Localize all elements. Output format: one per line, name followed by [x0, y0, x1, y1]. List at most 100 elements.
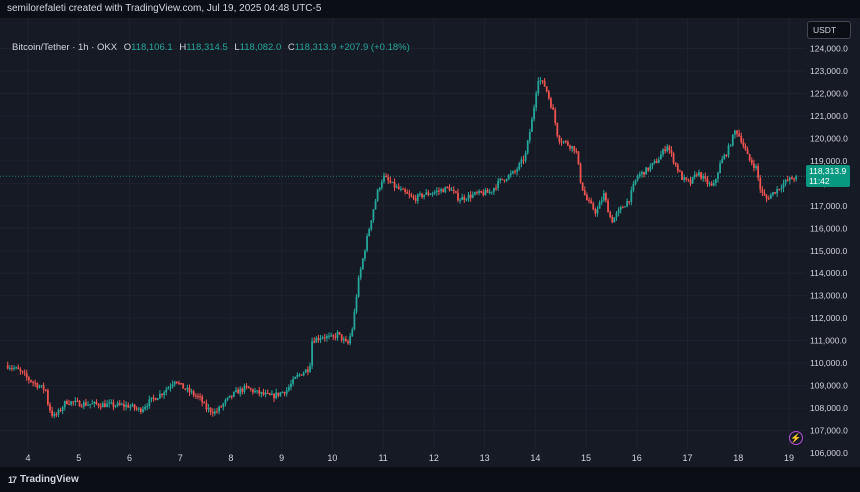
candle-body	[495, 188, 497, 190]
time-tick-label: 13	[480, 453, 490, 463]
candle-body	[262, 392, 265, 395]
high-value: 118,314.5	[186, 42, 228, 53]
candle-body	[569, 145, 571, 149]
candle-body	[309, 365, 311, 372]
candle-body	[391, 181, 394, 183]
symbol-name[interactable]: Bitcoin/Tether · 1h · OKX	[12, 42, 118, 53]
candle-body	[533, 107, 535, 120]
candle-body	[23, 372, 26, 374]
tradingview-logo[interactable]: 17 TradingView	[8, 474, 79, 485]
candle-body	[609, 212, 612, 217]
candle-body	[197, 396, 199, 398]
price-axis[interactable]: 106,000.0 107,000.0 108,000.0 109,000.0 110,…	[806, 18, 860, 467]
candle-body	[245, 385, 248, 387]
candle-body	[139, 408, 142, 412]
candle-body	[194, 395, 197, 397]
candle-body	[178, 383, 180, 385]
candle-body	[746, 149, 749, 155]
candle-body	[364, 250, 366, 259]
candle-body	[518, 163, 521, 170]
candle-body	[636, 176, 639, 180]
candle-body	[368, 229, 371, 237]
candle-body	[258, 390, 261, 394]
candle-body	[97, 403, 100, 407]
candle-body	[146, 406, 149, 408]
lightning-icon[interactable]: ⚡	[789, 431, 803, 445]
candle-body	[543, 80, 546, 87]
candle-body	[51, 410, 53, 416]
candle-body	[484, 190, 487, 196]
candle-body	[402, 188, 404, 190]
candle-body	[108, 402, 111, 404]
candle-body	[406, 192, 409, 194]
last-price-tag: 118,313.9 11:42	[806, 165, 850, 188]
candle-body	[632, 183, 635, 191]
candle-body	[304, 369, 307, 373]
candle-body	[235, 389, 237, 392]
candle-body	[159, 393, 161, 399]
candle-body	[294, 377, 297, 379]
time-tick-label: 17	[683, 453, 693, 463]
price-tick-label: 116,000.0	[810, 223, 847, 233]
candle-body	[123, 404, 125, 407]
candle-body	[279, 392, 282, 396]
candle-body	[317, 337, 320, 340]
candle-body	[744, 145, 747, 150]
currency-button[interactable]: USDT	[807, 21, 851, 39]
candle-body	[135, 408, 138, 410]
candle-body	[380, 181, 383, 188]
candle-body	[61, 407, 64, 411]
candle-body	[359, 269, 362, 278]
low-value: 118,082.0	[239, 42, 282, 53]
candle-body	[372, 209, 375, 221]
candle-body	[404, 189, 407, 193]
candle-body	[662, 149, 664, 155]
candle-body	[72, 401, 75, 403]
candle-body	[583, 190, 586, 196]
candle-body	[70, 401, 73, 405]
candle-body	[361, 258, 364, 270]
candle-body	[68, 403, 70, 405]
candle-body	[313, 341, 316, 343]
candle-body	[249, 388, 252, 390]
candle-body	[347, 341, 349, 344]
candle-body	[602, 193, 605, 201]
close-value: 118,313.9	[294, 42, 337, 53]
candle-body	[702, 176, 705, 179]
candle-body	[410, 195, 413, 197]
candle-body	[598, 202, 601, 209]
candle-body	[767, 198, 770, 200]
candle-body	[383, 175, 385, 182]
candle-body	[640, 171, 643, 175]
candle-body	[355, 296, 358, 312]
candle-body	[725, 155, 728, 157]
candle-body	[78, 400, 81, 407]
candle-body	[755, 166, 757, 168]
candle-body	[287, 387, 290, 391]
candle-body	[156, 398, 159, 401]
candle-body	[273, 394, 275, 399]
candle-body	[19, 369, 22, 372]
candle-body	[169, 386, 172, 388]
candle-body	[36, 383, 39, 388]
candle-body	[104, 403, 106, 408]
candle-body	[395, 186, 398, 188]
candle-body	[630, 190, 633, 202]
candle-body	[8, 367, 11, 369]
chart-pane[interactable]: Bitcoin/Tether · 1h · OKX O118,106.1 H11…	[0, 18, 806, 467]
candle-body	[95, 401, 98, 404]
candle-body	[256, 390, 259, 392]
candle-body	[167, 387, 170, 390]
candle-body	[425, 192, 428, 195]
candle-body	[706, 178, 709, 184]
candle-body	[42, 385, 45, 390]
candlestick-chart[interactable]	[0, 18, 806, 467]
candle-body	[315, 337, 318, 343]
candle-body	[300, 374, 303, 376]
candle-body	[476, 192, 478, 194]
candle-body	[763, 192, 766, 196]
candle-body	[588, 200, 590, 202]
candle-body	[552, 107, 554, 110]
time-axis[interactable]: 4 5 6 7 8 9 10 11 12 13 14 15 16 17 18 19	[0, 449, 806, 467]
price-tick-label: 111,000.0	[810, 336, 847, 346]
